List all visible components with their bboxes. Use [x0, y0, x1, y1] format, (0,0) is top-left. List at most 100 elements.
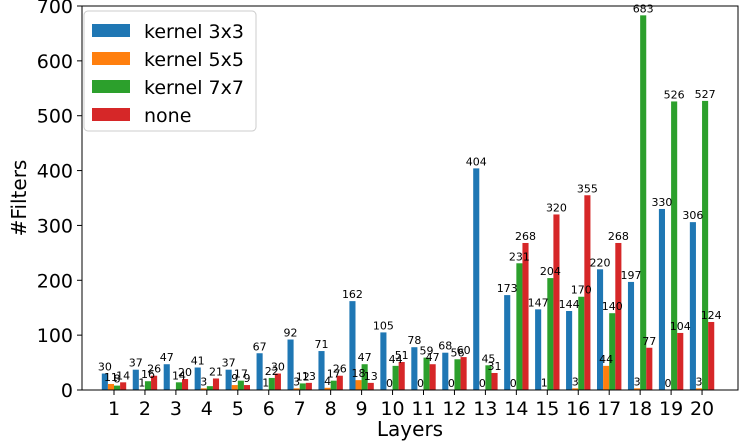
bars-group — [101, 15, 715, 391]
bar-value-label: 144 — [559, 298, 580, 311]
bar-kernel-3x3-layer-19 — [658, 208, 665, 390]
legend-swatch-kernel-5x5 — [92, 52, 130, 65]
bar-none-layer-16 — [584, 195, 591, 390]
bar-kernel-7x7-layer-6 — [268, 377, 275, 390]
bar-value-label: 17 — [327, 368, 341, 381]
bar-value-label: 0 — [386, 377, 393, 390]
bar-value-label: 11 — [104, 371, 118, 384]
bar-kernel-3x3-layer-1 — [101, 373, 108, 390]
bar-value-label: 22 — [265, 365, 279, 378]
bar-kernel-7x7-layer-2 — [144, 381, 152, 390]
bar-kernel-3x3-layer-5 — [225, 369, 232, 390]
bar-kernel-3x3-layer-7 — [287, 339, 294, 390]
bar-kernel-5x5-layer-17 — [603, 365, 610, 390]
bar-value-label: 56 — [451, 346, 465, 359]
bar-value-label: 162 — [342, 288, 363, 301]
x-tick-label: 5 — [232, 398, 244, 420]
legend: kernel 3x3 kernel 5x5 kernel 7x7 none — [83, 10, 257, 132]
bar-value-label: 404 — [466, 155, 487, 168]
bar-kernel-5x5-layer-5 — [231, 385, 238, 390]
bar-none-layer-18 — [646, 347, 653, 390]
bar-value-label: 41 — [191, 355, 205, 368]
bar-none-layer-4 — [212, 378, 220, 390]
y-tick-label: 600 — [37, 51, 73, 73]
bar-kernel-7x7-layer-19 — [671, 101, 678, 390]
bar-value-label: 14 — [172, 369, 186, 382]
bar-value-label: 14 — [116, 369, 130, 382]
y-tick-label: 100 — [37, 325, 73, 347]
bar-value-label: 44 — [389, 353, 403, 366]
legend-swatch-kernel-3x3 — [92, 24, 130, 37]
bar-value-label: 3 — [293, 375, 300, 388]
bar-kernel-7x7-layer-11 — [423, 357, 430, 390]
bar-value-label: 37 — [222, 357, 236, 370]
x-tick-label: 7 — [294, 398, 306, 420]
bar-value-label: 204 — [540, 265, 561, 278]
bar-kernel-5x5-layer-20 — [695, 388, 703, 390]
bar-kernel-7x7-layer-1 — [114, 385, 121, 390]
bar-value-label: 47 — [160, 351, 174, 364]
bar-value-label: 16 — [141, 368, 155, 381]
bar-none-layer-20 — [708, 321, 715, 390]
bar-value-label: 105 — [373, 319, 394, 332]
bar-value-label: 0 — [479, 377, 486, 390]
bar-kernel-7x7-layer-9 — [361, 364, 368, 390]
y-tick-label: 200 — [37, 270, 73, 292]
bar-none-layer-8 — [336, 375, 343, 390]
bar-value-label: 8 — [114, 373, 121, 386]
bar-none-layer-2 — [151, 375, 158, 390]
bar-kernel-7x7-layer-8 — [330, 380, 337, 390]
bar-value-label: 3 — [572, 375, 579, 388]
bar-kernel-3x3-layer-8 — [318, 351, 325, 390]
bar-value-label: 268 — [515, 230, 536, 243]
bar-value-label: 220 — [590, 256, 611, 269]
bar-value-label: 31 — [488, 360, 502, 373]
bar-none-layer-10 — [398, 362, 405, 390]
bar-kernel-5x5-layer-4 — [200, 388, 207, 390]
x-tick-label: 12 — [442, 398, 466, 420]
bar-value-label: 47 — [358, 351, 372, 364]
bar-value-label: 67 — [253, 340, 267, 353]
bar-value-label: 527 — [695, 88, 716, 101]
bar-none-layer-19 — [677, 332, 684, 390]
x-tick-label: 13 — [473, 398, 497, 420]
bar-kernel-5x5-layer-18 — [634, 388, 641, 390]
bar-value-label: 26 — [333, 363, 347, 376]
bar-value-label: 13 — [364, 370, 378, 383]
y-axis-ticks: 0 100 200 300 400 500 600 700 — [37, 0, 82, 402]
bar-kernel-7x7-layer-7 — [299, 383, 306, 390]
bar-none-layer-1 — [120, 382, 127, 390]
bar-value-label: 355 — [577, 182, 598, 195]
x-tick-label: 16 — [566, 398, 590, 420]
bar-value-label: 170 — [571, 284, 592, 297]
bar-kernel-7x7-layer-5 — [237, 380, 244, 390]
bar-none-layer-15 — [553, 214, 560, 390]
bar-value-label: 526 — [664, 88, 685, 101]
legend-label: kernel 3x3 — [144, 21, 244, 43]
legend-label: none — [144, 105, 191, 127]
bar-value-label: 47 — [426, 351, 440, 364]
bar-kernel-7x7-layer-4 — [206, 386, 213, 390]
x-tick-label: 15 — [535, 398, 559, 420]
bar-value-label: 37 — [129, 357, 143, 370]
bar-none-layer-7 — [305, 382, 312, 390]
x-tick-label: 17 — [597, 398, 621, 420]
bar-value-label: 9 — [231, 372, 238, 385]
bar-kernel-7x7-layer-3 — [175, 382, 182, 390]
x-tick-label: 6 — [263, 398, 275, 420]
bar-value-label: 45 — [481, 352, 495, 365]
bar-kernel-7x7-layer-14 — [516, 263, 523, 390]
x-tick-label: 11 — [411, 398, 435, 420]
bar-kernel-3x3-layer-3 — [163, 364, 170, 390]
x-axis-label: Layers — [377, 417, 443, 441]
bar-value-label: 1 — [262, 376, 269, 389]
bar-value-label: 20 — [178, 366, 192, 379]
bar-value-label: 60 — [457, 344, 471, 357]
bar-value-label: 683 — [633, 2, 654, 15]
bar-kernel-5x5-layer-9 — [355, 380, 362, 390]
x-tick-label: 18 — [628, 398, 652, 420]
bar-value-label: 1 — [541, 376, 548, 389]
bar-kernel-7x7-layer-20 — [702, 100, 709, 391]
bar-kernel-7x7-layer-16 — [578, 296, 585, 390]
